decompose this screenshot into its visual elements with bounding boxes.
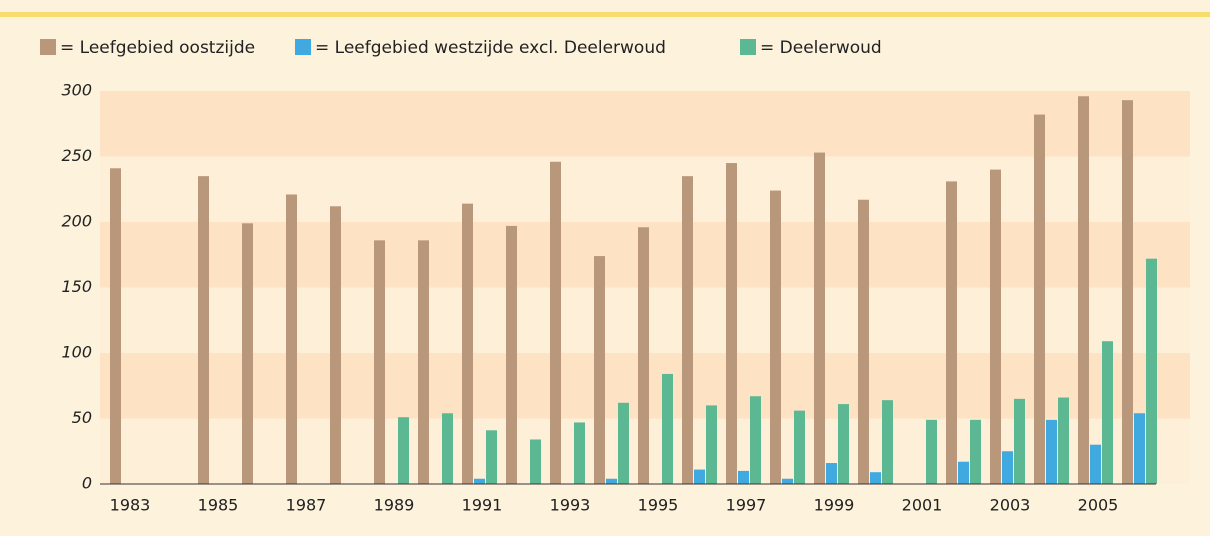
bar <box>198 176 209 484</box>
legend-swatch <box>740 39 756 55</box>
bar <box>1146 258 1157 484</box>
bar <box>486 430 497 484</box>
bar <box>506 225 517 484</box>
y-tick-label: 150 <box>61 277 92 296</box>
legend-swatch <box>295 39 311 55</box>
bar <box>1002 451 1013 484</box>
bar <box>550 161 561 485</box>
grid-band <box>100 156 1190 222</box>
x-tick-label: 1987 <box>286 496 327 515</box>
x-tick-label: 2003 <box>990 496 1031 515</box>
bar <box>1058 397 1069 484</box>
x-tick-label: 1989 <box>374 496 415 515</box>
legend-label: = Leefgebied westzijde excl. Deelerwoud <box>315 38 666 58</box>
bar <box>858 199 869 485</box>
top-strip <box>0 12 1210 17</box>
bar <box>242 223 253 484</box>
bar <box>418 240 429 484</box>
x-tick-label: 1991 <box>462 496 503 515</box>
bar <box>530 439 541 484</box>
y-tick-label: 100 <box>61 343 92 362</box>
y-tick-label: 250 <box>61 146 92 165</box>
bar <box>946 181 957 484</box>
bar <box>1014 398 1025 484</box>
bar <box>694 469 705 484</box>
bar <box>474 478 485 484</box>
grid-band <box>100 91 1190 157</box>
x-tick-label: 1983 <box>110 496 151 515</box>
x-tick-label: 1995 <box>638 496 679 515</box>
x-tick-label: 1999 <box>814 496 855 515</box>
bar <box>1134 413 1145 484</box>
x-tick-label: 2001 <box>902 496 943 515</box>
bar <box>662 373 673 484</box>
bar <box>726 163 737 485</box>
bar <box>826 463 837 484</box>
bar <box>782 478 793 484</box>
bar <box>1078 96 1089 485</box>
bar <box>1122 100 1133 485</box>
bar <box>594 256 605 484</box>
bar <box>682 176 693 484</box>
bar <box>286 194 297 485</box>
bar <box>926 419 937 484</box>
bar <box>750 396 761 484</box>
bar <box>606 478 617 484</box>
bar <box>574 422 585 484</box>
bar <box>706 405 717 484</box>
bar <box>738 470 749 484</box>
bar <box>110 168 121 485</box>
bar <box>398 417 409 484</box>
bar <box>442 413 453 484</box>
bar <box>618 402 629 484</box>
bar <box>462 203 473 484</box>
bar <box>990 169 1001 484</box>
x-tick-label: 2005 <box>1078 496 1119 515</box>
bar <box>1102 341 1113 484</box>
bar <box>838 404 849 484</box>
bar <box>870 472 881 484</box>
y-tick-label: 200 <box>61 212 92 231</box>
bar <box>1034 114 1045 484</box>
x-tick-label: 1993 <box>550 496 591 515</box>
y-tick-label: 0 <box>82 474 92 493</box>
bar <box>374 240 385 484</box>
bar <box>330 206 341 484</box>
x-tick-label: 1997 <box>726 496 767 515</box>
legend-label: = Deelerwoud <box>760 38 882 58</box>
x-tick-label: 1985 <box>198 496 239 515</box>
legend-swatch <box>40 39 56 55</box>
bar <box>970 419 981 484</box>
legend-label: = Leefgebied oostzijde <box>60 38 255 58</box>
y-tick-label: 50 <box>72 408 92 427</box>
bar <box>770 190 781 484</box>
bar <box>1090 444 1101 484</box>
bar <box>1046 419 1057 484</box>
bar <box>958 461 969 484</box>
bar <box>638 227 649 485</box>
bar <box>814 152 825 484</box>
bar <box>794 410 805 484</box>
bar <box>882 400 893 484</box>
y-tick-label: 300 <box>61 81 92 100</box>
